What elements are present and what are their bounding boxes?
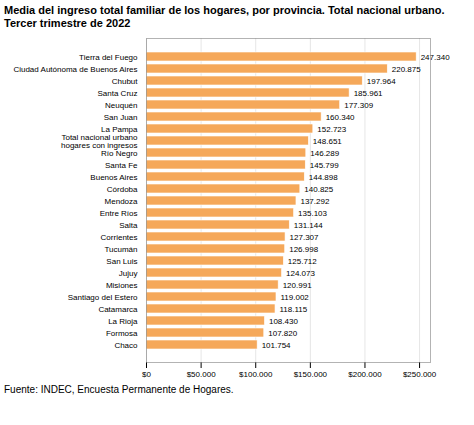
svg-text:185.961: 185.961 xyxy=(354,89,383,98)
svg-text:160.340: 160.340 xyxy=(326,113,355,122)
svg-text:$200.000: $200.000 xyxy=(348,370,382,379)
svg-text:Jujuy: Jujuy xyxy=(119,269,138,278)
svg-text:177.309: 177.309 xyxy=(344,101,373,110)
svg-text:Mendoza: Mendoza xyxy=(105,197,138,206)
svg-text:107.820: 107.820 xyxy=(268,329,297,338)
svg-text:Entre Ríos: Entre Ríos xyxy=(100,209,138,218)
svg-text:Catamarca: Catamarca xyxy=(98,305,138,314)
svg-text:La Pampa: La Pampa xyxy=(101,124,138,134)
svg-text:Córdoba: Córdoba xyxy=(107,185,138,194)
svg-text:137.292: 137.292 xyxy=(300,197,329,206)
svg-text:140.825: 140.825 xyxy=(304,185,333,194)
svg-text:Formosa: Formosa xyxy=(106,329,138,338)
svg-text:120.991: 120.991 xyxy=(283,281,312,290)
html-text:Fuente: INDEC, Encuesta Perman: Fuente: INDEC, Encuesta Permanente de Ho… xyxy=(4,384,234,395)
svg-text:$50.000: $50.000 xyxy=(187,370,216,379)
svg-text:Ciudad Autónoma de Buenos Aire: Ciudad Autónoma de Buenos Aires xyxy=(13,65,137,74)
svg-text:Total nacional urbanohogares c: Total nacional urbanohogares con ingreso… xyxy=(61,133,138,150)
svg-text:148.651: 148.651 xyxy=(313,137,342,146)
svg-text:108.430: 108.430 xyxy=(269,317,298,326)
svg-text:Corrientes: Corrientes xyxy=(101,233,138,242)
svg-text:Neuquén: Neuquén xyxy=(105,101,137,110)
svg-text:Salta: Salta xyxy=(119,221,138,230)
svg-text:145.799: 145.799 xyxy=(310,161,339,170)
svg-text:220.875: 220.875 xyxy=(392,65,421,74)
html-text:Tercer trimestre de 2022: Tercer trimestre de 2022 xyxy=(4,17,131,29)
svg-text:San Luis: San Luis xyxy=(106,257,137,266)
svg-text:247.340: 247.340 xyxy=(421,53,450,62)
svg-text:Santiago del Estero: Santiago del Estero xyxy=(68,293,138,302)
svg-text:Santa Cruz: Santa Cruz xyxy=(97,89,137,98)
svg-text:126.998: 126.998 xyxy=(289,245,318,254)
svg-text:Tucumán: Tucumán xyxy=(104,245,137,254)
svg-text:131.144: 131.144 xyxy=(294,221,323,230)
svg-text:118.115: 118.115 xyxy=(280,305,308,314)
html-text:Media del ingreso total famili: Media del ingreso total familiar de los … xyxy=(4,4,445,16)
svg-text:San Juan: San Juan xyxy=(104,113,138,122)
svg-text:$250.000: $250.000 xyxy=(403,370,437,379)
svg-text:Chubut: Chubut xyxy=(112,77,139,86)
svg-text:Río Negro: Río Negro xyxy=(101,149,138,158)
svg-text:135.103: 135.103 xyxy=(298,209,327,218)
svg-text:119.002: 119.002 xyxy=(280,293,309,302)
svg-text:Chaco: Chaco xyxy=(114,341,138,350)
svg-text:144.898: 144.898 xyxy=(309,173,338,182)
svg-text:Tierra del Fuego: Tierra del Fuego xyxy=(79,53,138,62)
svg-text:101.754: 101.754 xyxy=(262,341,291,350)
svg-text:$0: $0 xyxy=(142,370,151,379)
svg-text:125.712: 125.712 xyxy=(288,257,317,266)
svg-text:Misiones: Misiones xyxy=(106,281,138,290)
svg-text:146.289: 146.289 xyxy=(310,149,339,158)
svg-text:124.073: 124.073 xyxy=(286,269,315,278)
svg-text:$150.000: $150.000 xyxy=(294,370,328,379)
svg-text:$100.000: $100.000 xyxy=(239,370,273,379)
svg-text:Santa Fe: Santa Fe xyxy=(105,161,138,170)
svg-text:Buenos Aires: Buenos Aires xyxy=(90,173,137,182)
svg-text:127.307: 127.307 xyxy=(290,233,319,242)
svg-text:197.964: 197.964 xyxy=(367,77,396,86)
svg-text:152.723: 152.723 xyxy=(317,125,346,134)
svg-text:La Rioja: La Rioja xyxy=(108,317,138,326)
